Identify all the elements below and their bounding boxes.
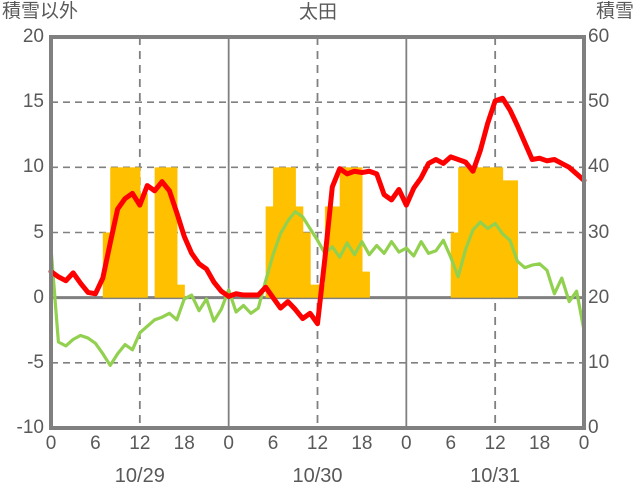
x-axis-tick: 12 — [129, 433, 151, 454]
bar — [125, 167, 134, 298]
bar — [458, 167, 467, 298]
x-axis-tick: 18 — [529, 433, 551, 454]
bar — [487, 167, 496, 298]
bar — [162, 167, 171, 298]
y-axis-tick-right: 40 — [588, 156, 610, 178]
left-axis-title: 積雪以外 — [2, 1, 79, 22]
bar — [265, 206, 274, 298]
y-axis-tick-left: 10 — [22, 156, 44, 178]
x-axis-tick: 18 — [173, 433, 195, 454]
bar — [154, 167, 163, 298]
y-axis-tick-left: 0 — [33, 286, 44, 308]
x-axis-tick: 18 — [351, 433, 373, 454]
bar — [354, 167, 363, 298]
x-axis-tick: 12 — [484, 433, 506, 454]
bar — [509, 180, 518, 298]
bar — [465, 167, 474, 298]
y-axis-tick-right: 30 — [588, 221, 610, 243]
x-axis-tick: 6 — [445, 433, 457, 454]
x-axis-day-label: 10/29 — [114, 465, 165, 487]
bar — [361, 271, 370, 298]
x-axis-tick: 0 — [578, 433, 590, 454]
right-axis-title: 積雪 — [595, 1, 634, 22]
bar — [472, 167, 481, 298]
bar — [324, 206, 333, 298]
y-axis-tick-left: -10 — [16, 417, 44, 438]
x-axis-tick: 0 — [401, 433, 412, 454]
chart-title: 太田 — [298, 2, 337, 23]
x-axis-tick: 0 — [45, 433, 57, 454]
x-axis-tick: 12 — [306, 433, 329, 454]
y-axis-tick-left: 15 — [22, 91, 44, 113]
y-axis-tick-right: 0 — [588, 417, 599, 438]
bar — [495, 167, 504, 298]
y-axis-tick-left: 5 — [33, 221, 44, 243]
plot-frame — [49, 35, 586, 430]
bar — [302, 232, 311, 298]
bar — [310, 284, 319, 298]
y-axis-tick-left: 20 — [22, 26, 44, 47]
x-axis-tick: 0 — [223, 433, 234, 454]
bar — [176, 284, 185, 298]
y-axis-tick-left: -5 — [27, 351, 44, 373]
x-axis-day-label: 10/31 — [470, 465, 521, 487]
red-line-series — [48, 95, 587, 327]
bar — [347, 167, 356, 298]
x-axis-tick: 6 — [267, 433, 279, 454]
y-axis-tick-right: 10 — [588, 351, 610, 373]
x-axis-day-label: 10/30 — [292, 465, 343, 487]
y-axis-tick-right: 20 — [588, 286, 610, 308]
bar — [287, 167, 296, 298]
bar — [139, 193, 148, 298]
green-line-series — [49, 210, 586, 368]
bar — [169, 167, 178, 298]
bar — [339, 167, 348, 298]
bar — [273, 167, 282, 298]
y-axis-tick-right: 60 — [588, 26, 610, 47]
x-axis-tick: 6 — [90, 433, 101, 454]
bar — [480, 167, 489, 298]
bar — [117, 167, 126, 298]
bar — [280, 167, 289, 298]
bar — [295, 206, 304, 298]
y-axis-tick-right: 50 — [588, 91, 610, 113]
bar — [132, 167, 141, 298]
